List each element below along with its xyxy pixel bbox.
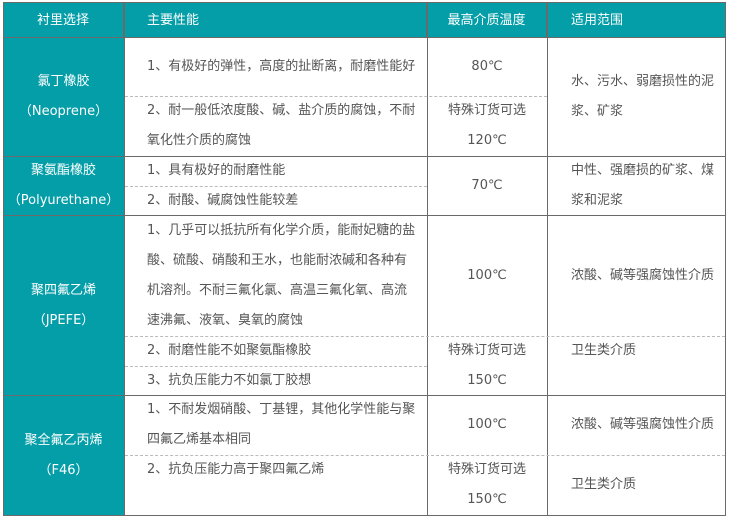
- lining-name: 聚四氟乙烯: [30, 282, 96, 298]
- scope-cell: 浓酸、碱等强腐蚀性介质: [571, 417, 715, 432]
- temp-value: 150℃: [467, 492, 507, 507]
- border: [124, 3, 125, 515]
- border: [3, 2, 726, 3]
- perf-cell: 3、抗负压能力不如氯丁胶想: [147, 372, 312, 388]
- perf-cell: 1、几乎可以抵抗所有化学介质，能耐妃糖的盐酸、硫酸、硝酸和王水，也能耐浓碱和各种…: [147, 222, 416, 328]
- scope-cell: 卫生类介质: [571, 343, 637, 358]
- divider: [125, 366, 427, 367]
- scope-cell: 水、污水、弱磨损性的泥浆、矿浆: [571, 73, 715, 119]
- perf-cell: 1、不耐发烟硝酸、丁基锂，其他化学性能与聚四氟乙烯基本相同: [147, 402, 416, 447]
- lining-f46: 聚全氟乙丙烯 （F46）: [3, 395, 124, 515]
- scope-cell: 浓酸、碱等强腐蚀性介质: [571, 267, 715, 283]
- perf-cell: 2、耐一般低浓度酸、碱、盐介质的腐蚀，不耐氧化性介质的腐蚀: [147, 103, 416, 148]
- temp-cell: 特殊订货可选 150℃: [427, 336, 547, 395]
- temp-value: 120℃: [467, 133, 507, 148]
- lining-polyurethane: 聚氨酯橡胶 （Polyurethane）: [3, 156, 124, 215]
- header-performance: 主要性能: [124, 3, 427, 38]
- scope-cell: 中性、强磨损的矿浆、煤浆和泥浆: [571, 162, 715, 208]
- temp-note: 特殊订货可选: [447, 462, 526, 477]
- border: [3, 156, 726, 157]
- lining-name: 聚全氟乙丙烯: [24, 432, 103, 448]
- border: [3, 515, 726, 516]
- lining-en: （JPEFE）: [32, 312, 95, 328]
- lining-name: 氯丁橡胶: [37, 74, 90, 89]
- lining-neoprene: 氯丁橡胶 （Neoprene）: [3, 37, 124, 156]
- border: [3, 215, 726, 216]
- divider: [125, 96, 547, 97]
- header-lining: 衬里选择: [3, 3, 124, 38]
- temp-cell: 100℃: [467, 267, 507, 283]
- perf-cell: 1、有极好的弹性，高度的扯断离，耐磨性能好: [147, 58, 416, 74]
- perf-cell: 1、具有极好的耐磨性能: [147, 163, 286, 178]
- temp-cell: 80℃: [471, 58, 503, 74]
- divider: [125, 186, 427, 187]
- border: [725, 3, 726, 515]
- perf-cell: 2、耐酸、碱腐蚀性能较差: [147, 192, 299, 208]
- header-scope: 适用范围: [547, 3, 726, 38]
- scope-cell: 卫生类介质: [571, 477, 637, 492]
- border: [547, 3, 548, 515]
- divider: [125, 455, 725, 456]
- lining-en: （F46）: [38, 462, 89, 478]
- perf-cell: 2、耐磨性能不如聚氨酯橡胶: [147, 343, 312, 358]
- divider: [125, 336, 725, 337]
- temp-note: 特殊订货可选: [447, 103, 526, 118]
- perf-cell: 2、抗负压能力高于聚四氟乙烯: [147, 462, 325, 477]
- temp-cell: 100℃: [467, 417, 507, 432]
- temp-note: 特殊订货可选: [447, 342, 526, 358]
- temp-cell: 70℃: [471, 177, 503, 193]
- lining-en: （Polyurethane）: [7, 193, 120, 208]
- border: [3, 37, 726, 38]
- border: [3, 395, 726, 396]
- temp-value: 150℃: [467, 372, 507, 388]
- temp-cell: 特殊订货可选 150℃: [427, 455, 547, 515]
- border: [427, 3, 428, 515]
- header-max-temp: 最高介质温度: [427, 3, 547, 38]
- lining-en: （Neoprene）: [18, 104, 109, 119]
- temp-cell: 特殊订货可选 120℃: [427, 96, 547, 156]
- lining-name: 聚氨酯橡胶: [30, 163, 96, 178]
- lining-jpefe: 聚四氟乙烯 （JPEFE）: [3, 215, 124, 395]
- border: [3, 3, 4, 515]
